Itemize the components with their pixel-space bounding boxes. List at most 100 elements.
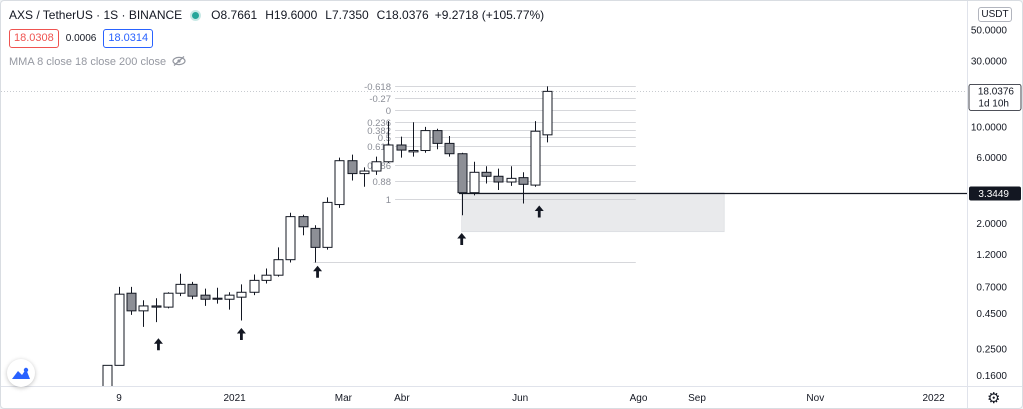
low-value: 7.7350 bbox=[331, 8, 369, 22]
trade-prices: 18.0308 0.0006 18.0314 bbox=[9, 29, 154, 48]
y-tick-label: 10.0000 bbox=[971, 122, 1008, 133]
x-tick-label: Ago bbox=[630, 393, 648, 404]
candle-body bbox=[469, 171, 480, 194]
candle-body bbox=[261, 274, 272, 281]
buy-price-button[interactable]: 18.0314 bbox=[103, 29, 154, 48]
fib-level-label: -0.27 bbox=[369, 94, 391, 105]
fib-level-label: 0.382 bbox=[367, 126, 391, 137]
candle-body bbox=[163, 292, 174, 308]
arrow-up-icon bbox=[534, 205, 544, 218]
candle-body bbox=[371, 161, 382, 172]
change-value: +9.2718 (+105.77%) bbox=[434, 8, 545, 22]
y-tick-label: 50.0000 bbox=[971, 26, 1008, 37]
support-zone bbox=[461, 192, 725, 233]
candle-body bbox=[114, 293, 125, 366]
arrow-up-icon bbox=[313, 265, 323, 278]
candle-body bbox=[530, 130, 541, 186]
current-price-label: 18.0376 bbox=[978, 86, 1015, 97]
y-tick-label: 0.1600 bbox=[976, 371, 1007, 382]
current-price-tag bbox=[968, 83, 1022, 111]
x-tick-label: 2021 bbox=[223, 393, 246, 404]
indicator-legend: MMA 8 close 18 close 200 close bbox=[9, 54, 186, 69]
candle-body bbox=[224, 294, 235, 300]
low-label: L bbox=[325, 8, 332, 22]
candle-body bbox=[175, 283, 186, 294]
open-value: 8.7661 bbox=[220, 8, 258, 22]
candle-body bbox=[481, 171, 492, 177]
candle-body bbox=[334, 160, 345, 206]
candle-body bbox=[138, 305, 149, 312]
y-tick-label: 2.0000 bbox=[976, 219, 1007, 230]
candle-body bbox=[493, 175, 504, 183]
candle-body bbox=[126, 292, 137, 312]
x-tick-label: Nov bbox=[806, 393, 824, 404]
candle-body bbox=[151, 305, 162, 308]
fib-level-label: 0.236 bbox=[367, 118, 391, 129]
support-price-tag bbox=[969, 186, 1021, 201]
candle-body bbox=[310, 227, 321, 248]
fib-level-label: -0.618 bbox=[364, 82, 391, 93]
candle-body bbox=[322, 201, 333, 248]
tradingview-logo-icon[interactable] bbox=[7, 359, 35, 387]
close-value: 18.0376 bbox=[385, 8, 429, 22]
candle-body bbox=[396, 144, 407, 151]
open-label: O bbox=[211, 8, 221, 22]
arrow-up-icon bbox=[153, 338, 163, 351]
arrow-up-icon bbox=[457, 233, 467, 246]
candle-body bbox=[200, 294, 211, 300]
candle-body bbox=[187, 283, 198, 297]
candle-body bbox=[298, 216, 309, 228]
candle-body bbox=[383, 144, 394, 163]
candle-body bbox=[359, 170, 370, 175]
market-open-indicator-icon bbox=[192, 11, 200, 19]
y-tick-label: 6.0000 bbox=[976, 153, 1007, 164]
y-tick-label: 1.2000 bbox=[976, 250, 1007, 261]
candle-body bbox=[102, 364, 113, 386]
spread-value: 0.0006 bbox=[65, 33, 97, 44]
indicator-label[interactable]: MMA 8 close 18 close 200 close bbox=[9, 55, 167, 68]
x-tick-label: Mar bbox=[335, 393, 353, 404]
candle-body bbox=[542, 90, 553, 136]
close-label: C bbox=[376, 8, 386, 22]
y-tick-label: 0.2500 bbox=[976, 344, 1007, 355]
sell-price-button[interactable]: 18.0308 bbox=[9, 29, 59, 48]
candle-body bbox=[347, 160, 358, 175]
x-tick-label: Abr bbox=[394, 393, 410, 404]
gear-icon[interactable]: ⚙ bbox=[987, 390, 1001, 407]
support-price-label: 3.3449 bbox=[978, 189, 1009, 200]
arrow-up-icon bbox=[236, 327, 246, 340]
symbol-title[interactable]: AXS / TetherUS · 1S · BINANCE bbox=[9, 8, 183, 22]
candle-body bbox=[518, 177, 529, 185]
candle-body bbox=[457, 153, 468, 194]
y-tick-label: 0.4500 bbox=[976, 309, 1007, 320]
candle-body bbox=[432, 130, 443, 144]
countdown-label: 1d 10h bbox=[978, 98, 1009, 109]
candle-body bbox=[273, 259, 284, 276]
x-tick-label: 2022 bbox=[923, 393, 946, 404]
currency-button[interactable]: USDT bbox=[978, 7, 1012, 22]
high-label: H bbox=[265, 8, 274, 22]
candle-body bbox=[408, 150, 419, 153]
candle-body bbox=[236, 291, 247, 298]
fib-level-label: 0.5 bbox=[378, 133, 391, 144]
fib-level-label: 0 bbox=[386, 106, 391, 117]
candle-body bbox=[506, 177, 517, 183]
fib-level-label: 0.88 bbox=[373, 177, 392, 188]
candle-body bbox=[212, 297, 223, 300]
x-tick-label: Sep bbox=[688, 393, 706, 404]
candle-body bbox=[420, 130, 431, 152]
y-tick-label: 0.7000 bbox=[976, 282, 1007, 293]
candle-body bbox=[249, 279, 260, 293]
candle-body bbox=[444, 142, 455, 155]
y-tick-label: 30.0000 bbox=[971, 56, 1008, 67]
fib-level-label: 0.618 bbox=[367, 142, 391, 153]
x-tick-label: 9 bbox=[116, 393, 122, 404]
candle-body bbox=[285, 216, 296, 261]
eye-hidden-icon[interactable] bbox=[172, 54, 186, 69]
x-tick-label: Jun bbox=[512, 393, 528, 404]
high-value: 19.6000 bbox=[273, 8, 318, 22]
